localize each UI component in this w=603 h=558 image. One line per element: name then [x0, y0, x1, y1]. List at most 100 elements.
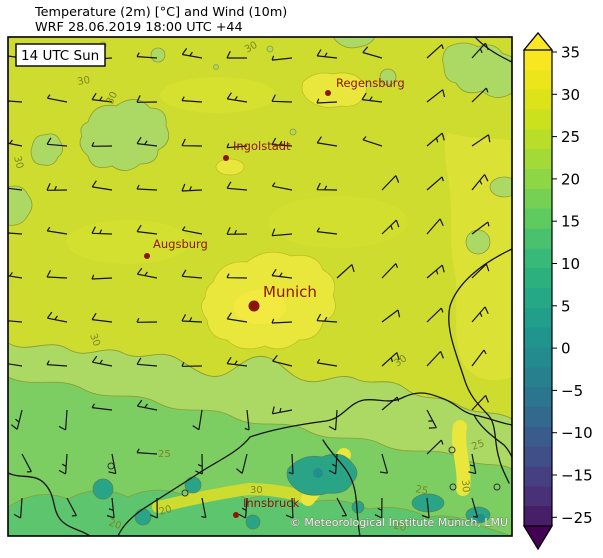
wind-barb — [471, 221, 490, 235]
colorbar: 35 30 25 20 15 10 5 0 −5 −10 −15 −25 — [522, 32, 593, 551]
contour-label: 20 — [392, 520, 407, 534]
wind-barb — [136, 399, 158, 411]
wind-barb — [8, 363, 23, 367]
wind-barb — [336, 497, 347, 517]
wind-barb — [46, 94, 68, 103]
wind-barb — [271, 137, 293, 147]
wind-barb — [136, 357, 158, 367]
wind-barb — [316, 313, 338, 323]
contour-label: 20 — [107, 517, 123, 532]
wind-barb — [136, 317, 158, 323]
wind-barb — [226, 356, 248, 367]
city-label: Innsbruck — [243, 496, 300, 510]
wind-barb — [471, 306, 489, 323]
wind-barb — [316, 227, 338, 235]
wind-barb — [426, 439, 444, 455]
temperature-field — [8, 37, 512, 536]
wind-barb — [58, 409, 68, 431]
wind-barb — [136, 95, 158, 103]
wind-barb — [381, 352, 400, 367]
city-label: Regensburg — [336, 76, 405, 90]
colorbar-arrow-top — [522, 32, 554, 51]
wind-barb — [236, 453, 248, 474]
wind-barb — [271, 268, 293, 279]
wind-barb — [426, 89, 446, 103]
wind-barb — [181, 48, 203, 59]
city-marker-munich: Munich — [248, 283, 317, 312]
wind-barb — [8, 187, 23, 191]
wind-barb — [426, 218, 444, 235]
wind-barb — [136, 52, 158, 59]
wind-barb — [91, 312, 113, 323]
city-marker-innsbruck: Innsbruck — [233, 496, 300, 518]
wind-barb — [91, 226, 113, 235]
contour-label: 25 — [470, 438, 486, 453]
wind-barb — [201, 497, 207, 519]
wind-barb — [316, 98, 338, 104]
wind-barb — [316, 136, 338, 147]
wind-barb — [471, 174, 489, 191]
colorbar-tick-label: −10 — [561, 424, 593, 442]
wind-barb — [471, 42, 489, 59]
wind-barb — [181, 361, 203, 367]
wind-barb — [471, 349, 487, 367]
wind-barb — [316, 182, 338, 191]
wind-barb — [426, 307, 444, 323]
contour-label: 30 — [250, 485, 263, 496]
wind-barb — [8, 139, 23, 147]
wind-barb — [381, 396, 400, 411]
wind-barb — [8, 232, 23, 235]
wind-barb — [91, 141, 113, 147]
contour-label: 30 — [459, 479, 471, 493]
wind-barb — [136, 448, 158, 455]
wind-barb — [195, 453, 203, 475]
city-label: Ingolstadt — [233, 139, 291, 153]
wind-barb — [361, 92, 383, 103]
wind-barb — [46, 270, 68, 279]
city-marker-augsburg: Augsburg — [144, 237, 208, 259]
time-label-box: 14 UTC Sun — [15, 43, 106, 67]
contour-label: 25 — [158, 449, 171, 460]
wind-barb — [328, 409, 338, 431]
wind-barb — [226, 50, 247, 59]
wind-barb — [136, 224, 158, 235]
wind-barb — [288, 453, 294, 475]
colorbar-tick-label: 30 — [561, 86, 580, 104]
wind-barb — [271, 406, 293, 415]
wind-barb — [150, 497, 158, 519]
contour-label: 20 — [448, 518, 461, 529]
colorbar-tick-label: 10 — [561, 255, 580, 273]
wind-barb — [271, 55, 293, 61]
wind-barb — [136, 267, 158, 279]
wind-barb — [426, 132, 445, 147]
attribution-text: © Meteorological Institute Munich, LMU — [290, 516, 508, 529]
wind-barb — [271, 94, 293, 103]
colorbar-arrow-bottom — [522, 525, 554, 551]
wind-barb — [226, 227, 248, 235]
wind-barb — [106, 497, 115, 519]
city-marker-regensburg: Regensburg — [325, 76, 405, 96]
colorbar-tick-label: −15 — [561, 467, 593, 485]
wind-barb — [58, 453, 68, 475]
colorbar-tick-label: −5 — [561, 382, 583, 400]
wind-barb — [11, 409, 23, 430]
wind-barb — [192, 409, 203, 431]
wind-barb — [468, 453, 477, 475]
wind-barb — [362, 46, 383, 59]
wind-barb — [226, 273, 248, 279]
wind-barb — [316, 49, 338, 59]
colorbar-bar — [523, 32, 553, 551]
wind-barb — [91, 355, 113, 367]
contour-label: 20 — [158, 504, 173, 518]
city-label: Augsburg — [153, 237, 208, 251]
wind-barb — [426, 409, 437, 429]
wind-barb — [362, 136, 383, 147]
wind-barb — [181, 138, 203, 147]
wind-barb — [381, 175, 400, 191]
wind-barb — [46, 137, 68, 147]
wind-barb — [226, 92, 248, 103]
wind-barb — [471, 134, 491, 147]
colorbar-tick-label: 35 — [561, 44, 580, 62]
wind-barb — [471, 263, 490, 279]
